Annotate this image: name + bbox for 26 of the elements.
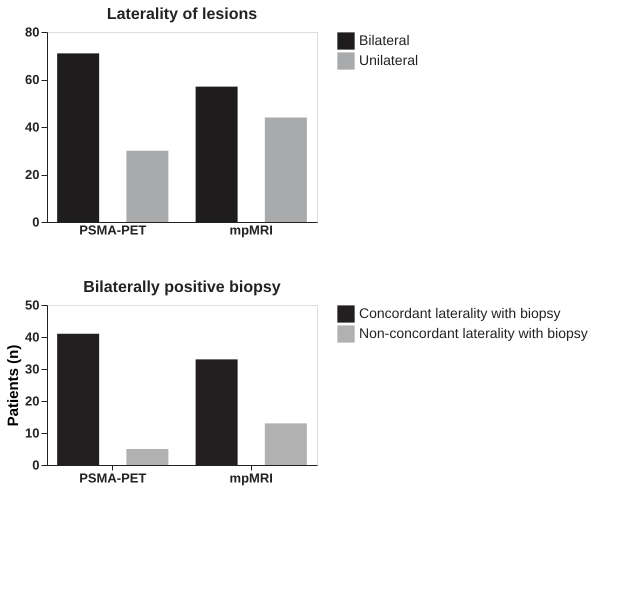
legend-label: Unilateral — [359, 52, 418, 68]
y-tick-label: 0 — [32, 458, 40, 472]
bar — [126, 449, 168, 465]
y-tick-label: 80 — [25, 24, 40, 40]
y-axis-title: Patients (n) — [5, 344, 22, 426]
y-tick-label: 40 — [25, 330, 40, 344]
x-tick-label: mpMRI — [230, 222, 273, 238]
y-tick-label: 60 — [25, 72, 40, 87]
bar — [264, 118, 307, 222]
x-tick-label: mpMRI — [230, 470, 273, 486]
chart-title: Laterality of lesions — [106, 6, 258, 23]
y-tick-label: 40 — [25, 120, 40, 134]
legend-label: Concordant laterality with biopsy — [359, 305, 561, 321]
y-tick-label: 20 — [25, 394, 40, 408]
x-tick-label: PSMA-PET — [79, 470, 146, 486]
y-tick-label: 50 — [25, 298, 40, 312]
chart-title: Bilaterally positive biopsy — [83, 279, 281, 296]
y-tick-label: 20 — [25, 167, 40, 182]
y-tick-label: 0 — [32, 214, 40, 230]
y-tick-label: 30 — [25, 362, 40, 376]
x-tick-label: PSMA-PET — [79, 222, 146, 238]
legend-label: Bilateral — [359, 32, 410, 48]
bar — [264, 423, 307, 465]
bar — [126, 150, 168, 222]
y-tick-label: 10 — [25, 426, 40, 440]
legend-label: Non-concordant laterality with biopsy — [359, 325, 588, 341]
